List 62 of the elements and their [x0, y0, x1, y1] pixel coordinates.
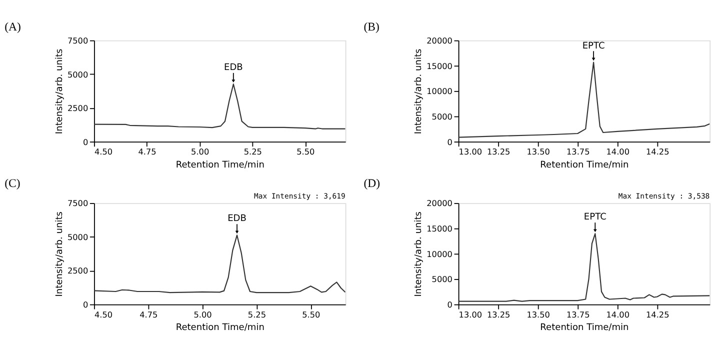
x-tick-label: 13.00	[458, 146, 482, 157]
text: Max Intensity : 3,619	[254, 192, 346, 201]
y-tick-label: 2500	[67, 103, 88, 114]
y-tick-label: 0	[82, 299, 88, 310]
chart-title: (C)	[4, 176, 20, 190]
y-tick-label: 5000	[67, 232, 88, 242]
y-tick-label: 0	[82, 136, 88, 147]
y-tick-label: 20000	[426, 198, 452, 208]
x-axis-title: Retention Time/min	[176, 160, 264, 170]
chart-title: (B)	[364, 20, 380, 34]
y-tick-label: 7500	[67, 36, 88, 46]
x-tick-label: 14.00	[606, 146, 630, 157]
x-tick-label: 13.00	[458, 309, 482, 320]
chart-title: (D)	[364, 176, 380, 190]
annotation: EPTC	[584, 212, 606, 223]
x-axis-title: Retention Time/min	[176, 323, 264, 334]
y-tick-label: 5000	[432, 274, 452, 284]
y-tick-label: 2500	[67, 266, 88, 276]
y-tick-label: 10000	[426, 86, 452, 96]
x-tick-label: 14.25	[646, 146, 670, 157]
y-axis-title: Intensity/arb. units	[414, 211, 424, 297]
line-series	[94, 234, 346, 294]
x-tick-label: 14.25	[646, 309, 670, 320]
y-tick-label: 5000	[432, 111, 452, 122]
x-tick-label: 13.25	[486, 146, 510, 157]
line-series	[94, 84, 346, 130]
x-tick-label: 4.50	[94, 309, 113, 320]
y-axis-title: Intensity/arb. units	[414, 48, 424, 134]
line-series	[458, 233, 710, 302]
x-tick-label: 5.25	[248, 309, 266, 320]
x-tick-label: 4.75	[138, 146, 156, 157]
annotation: EDB	[228, 214, 246, 224]
annotation: EDB	[224, 63, 243, 74]
x-tick-label: 5.50	[302, 309, 320, 320]
text: Max Intensity : 3,538	[618, 192, 710, 201]
y-tick-label: 15000	[426, 224, 452, 234]
x-tick-label: 5.50	[296, 146, 315, 157]
x-tick-label: 13.50	[526, 309, 550, 320]
y-axis-title: Intensity/arb. units	[55, 211, 66, 297]
y-tick-label: 0	[447, 136, 452, 147]
annotation: EPTC	[582, 41, 605, 52]
y-tick-label: 7500	[67, 198, 88, 208]
x-tick-label: 13.25	[486, 309, 510, 320]
y-axis-title: Intensity/arb. units	[55, 48, 66, 134]
y-tick-label: 10000	[426, 248, 452, 259]
x-axis-title: Retention Time/min	[540, 323, 629, 334]
x-tick-label: 13.75	[566, 146, 590, 157]
x-tick-label: 13.75	[566, 309, 590, 320]
y-tick-label: 20000	[426, 36, 452, 46]
x-tick-label: 14.00	[606, 309, 630, 320]
chart-title: (A)	[4, 20, 22, 34]
x-tick-label: 5.00	[194, 309, 212, 320]
x-tick-label: 5.25	[244, 146, 262, 157]
x-tick-label: 4.75	[140, 309, 158, 320]
line-series	[458, 62, 710, 138]
x-axis-title: Retention Time/min	[540, 160, 629, 170]
y-tick-label: 5000	[67, 69, 88, 80]
x-tick-label: 4.50	[94, 146, 113, 157]
y-tick-label: 15000	[426, 60, 452, 71]
y-tick-label: 0	[447, 299, 452, 310]
x-tick-label: 5.00	[191, 146, 210, 157]
x-tick-label: 13.50	[526, 146, 550, 157]
